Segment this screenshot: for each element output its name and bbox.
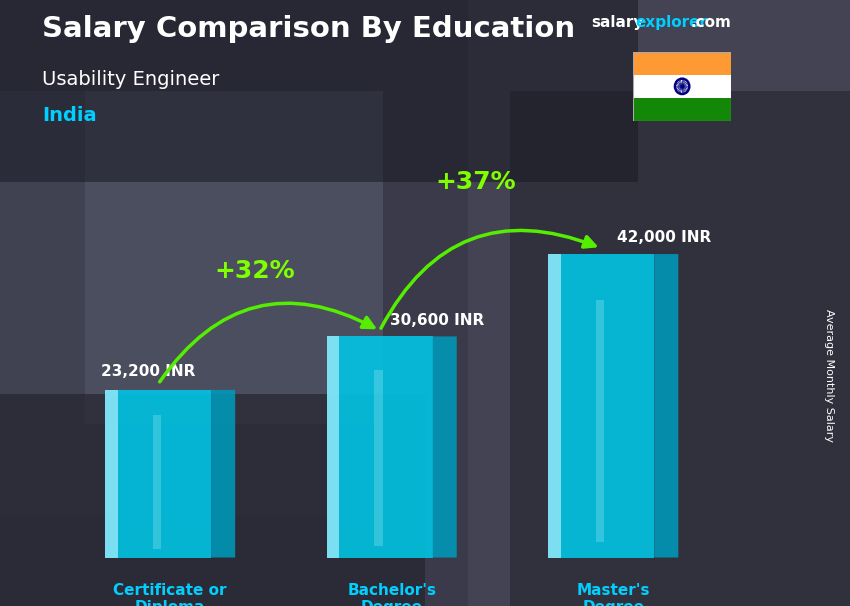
Text: Usability Engineer: Usability Engineer: [42, 70, 220, 88]
Text: Salary Comparison By Education: Salary Comparison By Education: [42, 15, 575, 43]
Polygon shape: [326, 336, 433, 558]
Bar: [633, 98, 731, 121]
Text: India: India: [42, 106, 97, 125]
Text: +37%: +37%: [436, 170, 516, 194]
Polygon shape: [153, 415, 162, 549]
Bar: [0, 0, 638, 182]
Polygon shape: [105, 390, 118, 558]
Text: 30,600 INR: 30,600 INR: [390, 313, 484, 328]
Text: Bachelor's
Degree: Bachelor's Degree: [347, 583, 436, 606]
Text: Average Monthly Salary: Average Monthly Salary: [824, 309, 834, 442]
Polygon shape: [548, 254, 654, 558]
Bar: [0, 394, 425, 606]
Polygon shape: [548, 254, 561, 558]
Polygon shape: [654, 254, 678, 558]
Bar: [0, 91, 382, 515]
Bar: [510, 91, 850, 606]
Text: 42,000 INR: 42,000 INR: [617, 230, 711, 245]
Polygon shape: [596, 299, 604, 542]
Polygon shape: [374, 370, 382, 547]
Text: explorer: explorer: [636, 15, 708, 30]
Text: +32%: +32%: [214, 259, 295, 284]
Bar: [633, 75, 731, 98]
Bar: [468, 0, 850, 606]
Bar: [85, 91, 382, 424]
Text: 23,200 INR: 23,200 INR: [101, 364, 196, 379]
Text: Master's
Degree: Master's Degree: [576, 583, 650, 606]
Text: .com: .com: [690, 15, 731, 30]
Polygon shape: [326, 336, 339, 558]
Polygon shape: [433, 336, 456, 558]
Text: Certificate or
Diploma: Certificate or Diploma: [113, 583, 227, 606]
Bar: [633, 52, 731, 75]
Polygon shape: [211, 390, 235, 558]
Text: salary: salary: [591, 15, 643, 30]
Polygon shape: [105, 390, 211, 558]
